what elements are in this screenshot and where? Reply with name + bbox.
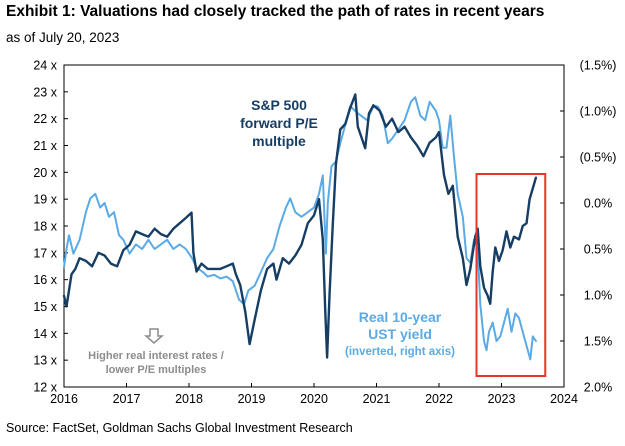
left-tick-label: 17 x: [33, 246, 57, 260]
sp500-label-line-2: forward P/E: [240, 115, 318, 131]
left-axis: 12 x 13 x 14 x 15 x 16 x 17 x 18 x 19 x 20 x 21 x…: [33, 59, 68, 395]
chart-title: Exhibit 1: Valuations had closely tracke…: [6, 3, 545, 20]
right-tick-label: (1.0%): [580, 105, 617, 119]
real-label-line-1: Real 10-year: [359, 309, 442, 325]
left-tick-label: 16 x: [33, 273, 57, 287]
right-tick-label: 0.0%: [584, 197, 613, 211]
sp500-label-line-1: S&P 500: [251, 97, 307, 113]
x-tick-label: 2019: [238, 392, 266, 406]
real-yield-series-line: [63, 96, 537, 361]
left-tick-label: 14 x: [33, 327, 57, 341]
right-tick-label: (0.5%): [580, 151, 617, 165]
x-tick-label: 2020: [300, 392, 328, 406]
source-note: Source: FactSet, Goldman Sachs Global In…: [6, 421, 353, 435]
left-tick-label: 15 x: [33, 300, 57, 314]
x-tick-label: 2021: [363, 392, 391, 406]
note-line-2: lower P/E multiples: [106, 364, 207, 376]
x-tick-label: 2016: [50, 392, 78, 406]
x-axis: 2016 2017 2018 2019 2020 2021 2022 2023 2024: [50, 383, 578, 406]
sp500-label-line-3: multiple: [252, 133, 306, 149]
right-tick-label: (1.5%): [580, 59, 617, 73]
sp500-pe-series-line: [62, 93, 538, 359]
left-tick-label: 22 x: [33, 112, 57, 126]
highlight-box: [475, 173, 547, 377]
real-sublabel: (inverted, right axis): [345, 346, 455, 358]
real-yield-annotation: Real 10-year UST yield (inverted, right …: [345, 309, 455, 358]
right-tick-label: 0.5%: [584, 243, 613, 257]
left-tick-label: 24 x: [33, 59, 57, 73]
down-arrow-icon: [144, 328, 164, 344]
x-tick-label: 2024: [550, 392, 578, 406]
sp500-annotation: S&P 500 forward P/E multiple: [240, 97, 318, 149]
left-tick-label: 20 x: [33, 166, 57, 180]
real-label-line-2: UST yield: [368, 326, 432, 342]
rates-note: Higher real interest rates / lower P/E m…: [88, 328, 224, 376]
right-axis: (1.5%) (1.0%) (0.5%) 0.0% 0.5% 1.0% 1.5% 2.0%: [560, 59, 616, 395]
left-tick-label: 21 x: [33, 139, 57, 153]
left-tick-label: 23 x: [33, 85, 57, 99]
right-tick-label: 1.0%: [584, 289, 613, 303]
chart-subtitle: as of July 20, 2023: [6, 30, 120, 45]
left-tick-label: 18 x: [33, 220, 57, 234]
series-layer: [62, 93, 538, 361]
x-tick-label: 2022: [425, 392, 453, 406]
right-tick-label: 2.0%: [584, 381, 613, 395]
x-tick-label: 2018: [175, 392, 203, 406]
x-tick-label: 2023: [488, 392, 516, 406]
right-tick-label: 1.5%: [584, 335, 613, 349]
left-tick-label: 13 x: [33, 354, 57, 368]
note-line-1: Higher real interest rates /: [88, 350, 224, 362]
x-tick-label: 2017: [113, 392, 141, 406]
left-tick-label: 19 x: [33, 193, 57, 207]
left-tick-label: 12 x: [33, 381, 57, 395]
